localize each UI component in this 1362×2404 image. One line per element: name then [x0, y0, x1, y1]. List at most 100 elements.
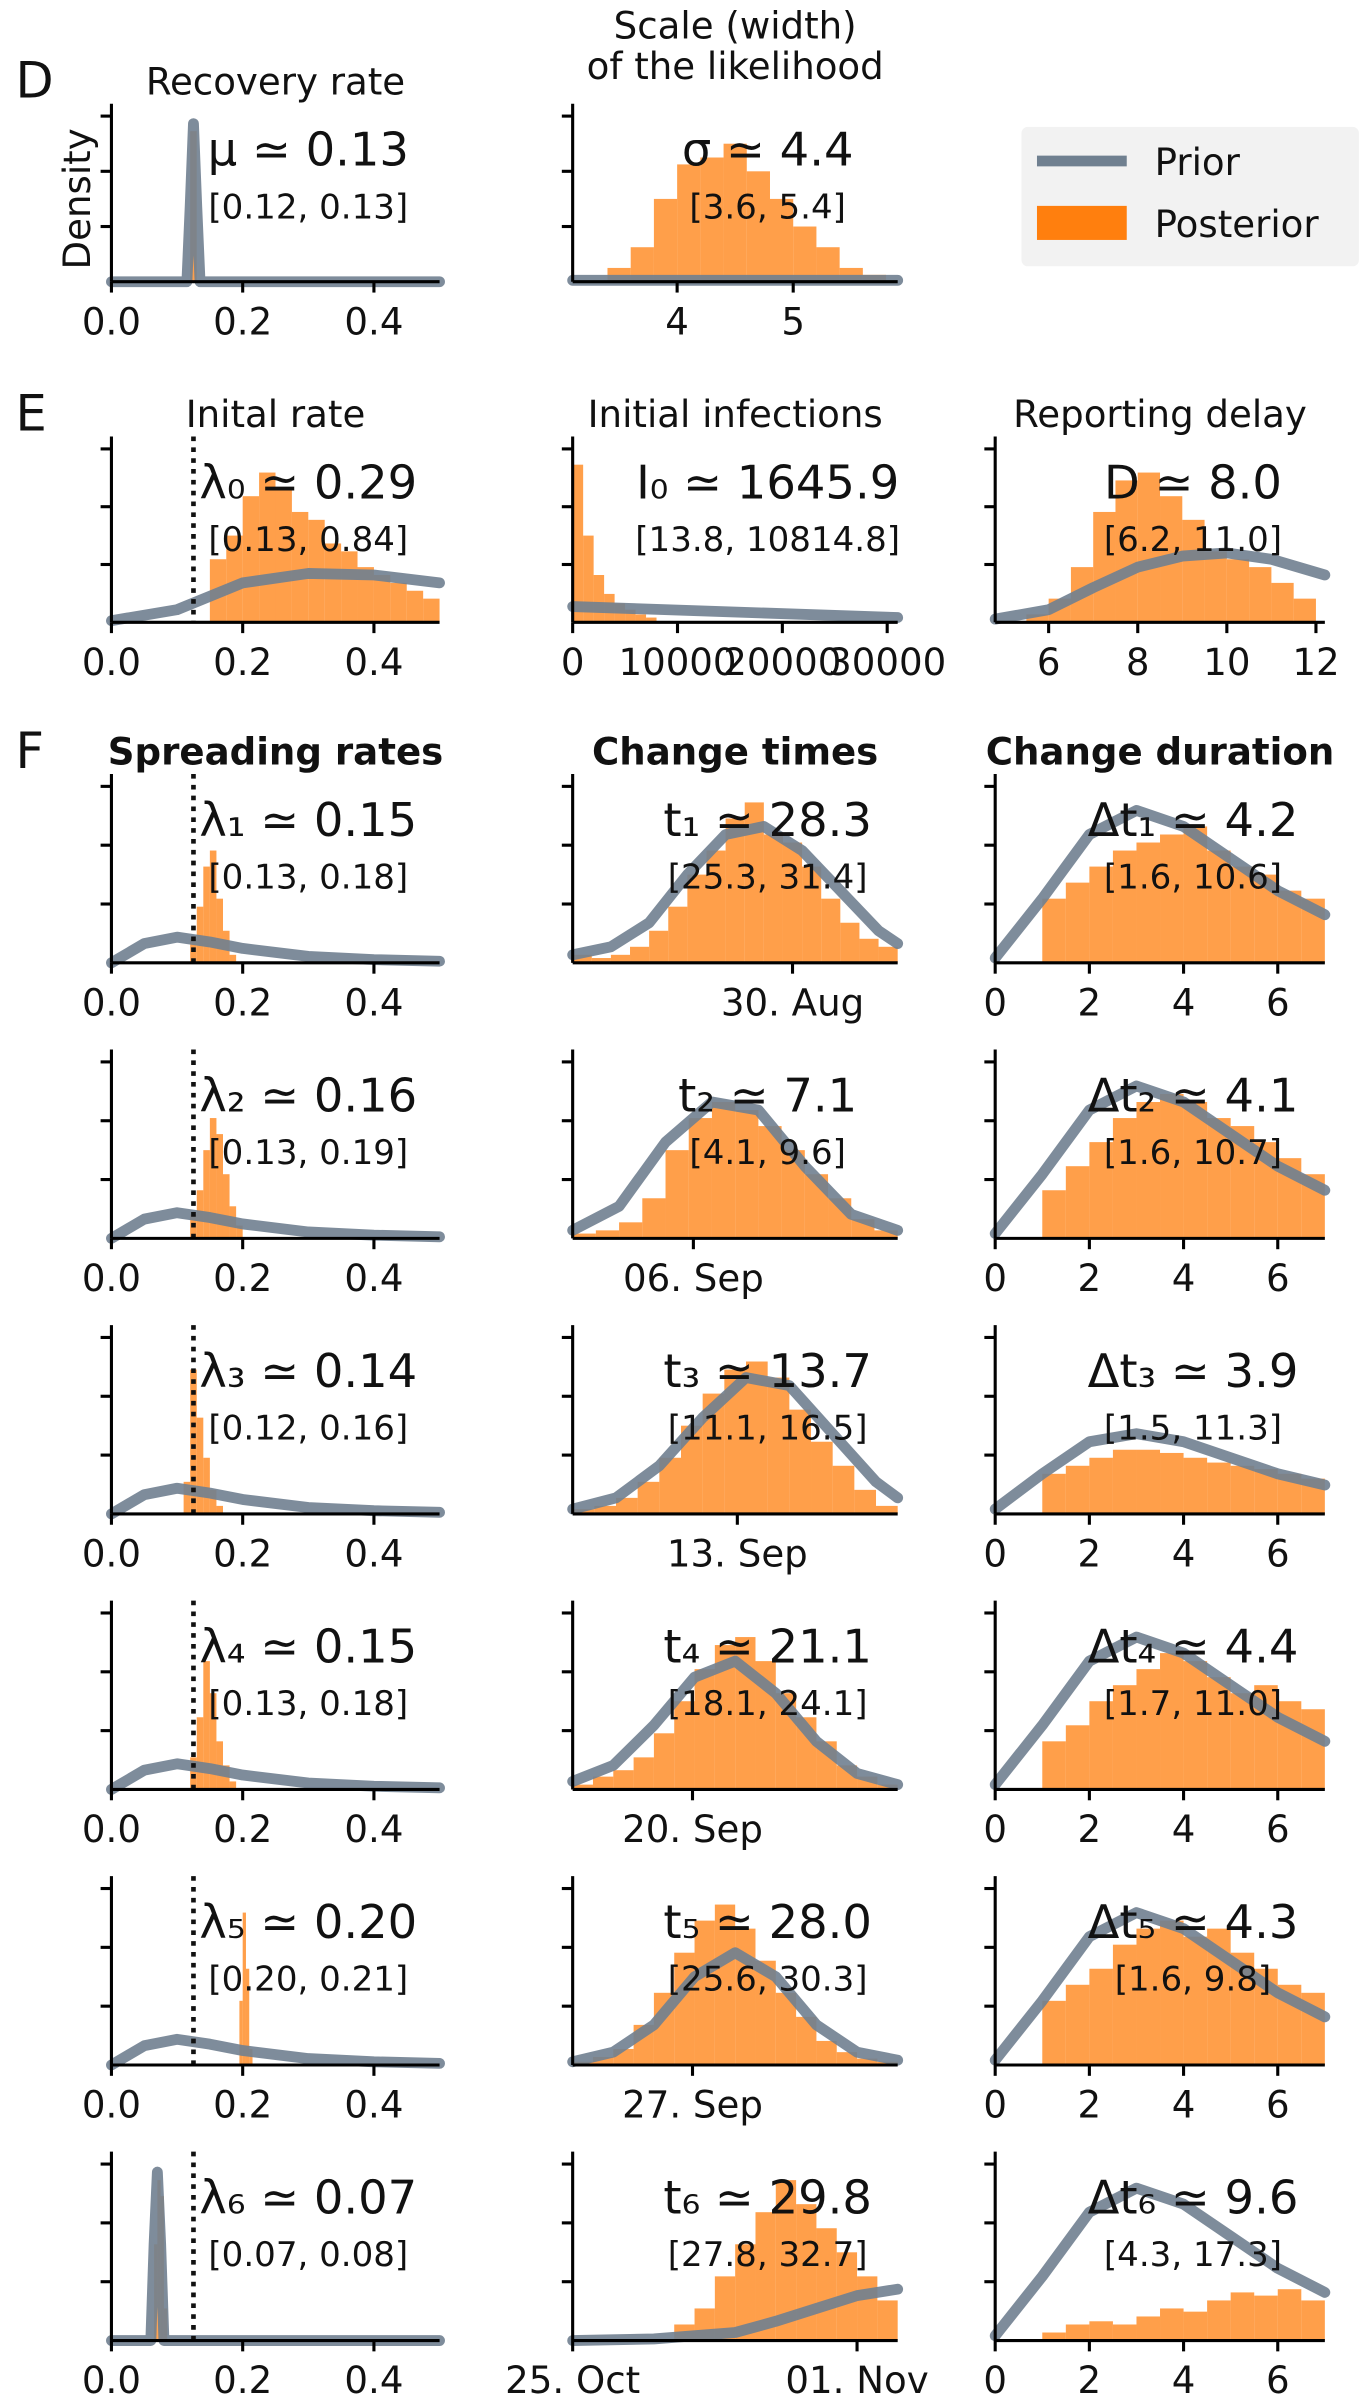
- posterior-bar: [406, 590, 424, 623]
- posterior-bar: [724, 1369, 747, 1514]
- x-tick-label: 27. Sep: [622, 2084, 763, 2127]
- credible-interval: [0.13, 0.18]: [208, 858, 408, 898]
- posterior-bar: [816, 2040, 837, 2065]
- x-tick-label: 6: [1266, 1808, 1290, 1851]
- prior-curve: [106, 2033, 445, 2071]
- credible-interval: [25.3, 31.4]: [668, 858, 868, 898]
- x-tick-label: 30000: [828, 641, 946, 684]
- prior-curve: [106, 1482, 445, 1520]
- estimate: t₃ ≃ 13.7: [663, 1344, 872, 1398]
- posterior-bar: [1207, 1462, 1231, 1514]
- posterior-bar: [1112, 1118, 1137, 1239]
- posterior-bar: [1230, 1693, 1255, 1790]
- x-tick-label: 2: [1078, 1808, 1102, 1851]
- x-tick-label: 0.2: [213, 2084, 272, 2127]
- credible-interval: [25.6, 30.3]: [668, 1960, 868, 2000]
- subplot-title: Reporting delay: [1013, 393, 1307, 436]
- posterior-bar: [572, 464, 584, 623]
- credible-interval: [4.3, 17.3]: [1104, 2235, 1282, 2275]
- posterior-bar: [1089, 2321, 1113, 2341]
- posterior-bar: [592, 1776, 614, 1790]
- posterior-bar: [572, 1233, 596, 1239]
- posterior-bar: [1230, 1952, 1255, 2065]
- posterior-bar: [687, 874, 707, 963]
- x-tick-label: 30. Aug: [721, 981, 864, 1024]
- posterior-bar: [572, 954, 592, 963]
- x-tick-label: 0.4: [344, 300, 403, 343]
- prior-curve: [989, 547, 1331, 625]
- prior-curve: [106, 931, 445, 969]
- posterior-bar: [1230, 1465, 1255, 1514]
- posterior-bar: [1065, 1984, 1090, 2065]
- posterior-bar: [341, 551, 358, 623]
- x-tick-label: 01. Nov: [785, 2359, 928, 2402]
- estimate: λ₅ ≃ 0.20: [199, 1895, 417, 1949]
- credible-interval: [1.6, 9.8]: [1115, 1960, 1272, 2000]
- posterior-bar: [723, 143, 747, 282]
- posterior-bar: [789, 1409, 812, 1514]
- x-tick-label: 0.0: [82, 300, 141, 343]
- posterior-bar: [649, 930, 669, 963]
- posterior-bar: [222, 1174, 230, 1239]
- estimate: Δt₃ ≃ 3.9: [1088, 1344, 1299, 1398]
- posterior-bar: [203, 1661, 210, 1790]
- credible-interval: [13.8, 10814.8]: [635, 520, 900, 560]
- estimate: λ₆ ≃ 0.07: [199, 2171, 417, 2225]
- posterior-bar: [706, 850, 726, 963]
- credible-interval: [0.12, 0.16]: [208, 1409, 408, 1449]
- posterior-bar: [423, 598, 440, 623]
- posterior-bar: [592, 2056, 614, 2065]
- posterior-bar: [700, 157, 724, 282]
- posterior-bar: [1301, 1709, 1325, 1790]
- x-tick-label: 4: [1172, 981, 1196, 1024]
- posterior-bar: [1136, 1449, 1161, 1514]
- legend-posterior-swatch: [1036, 205, 1127, 240]
- estimate: λ₃ ≃ 0.14: [199, 1344, 417, 1398]
- credible-interval: [0.20, 0.21]: [208, 1960, 408, 2000]
- prior-curve: [567, 821, 904, 961]
- posterior-bar: [226, 535, 243, 623]
- estimate: t₄ ≃ 21.1: [663, 1620, 872, 1674]
- posterior-bar: [203, 866, 210, 963]
- estimate: t₁ ≃ 28.3: [663, 793, 872, 847]
- legend-label: Posterior: [1155, 203, 1320, 246]
- estimate: λ₄ ≃ 0.15: [199, 1620, 417, 1674]
- posterior-bar: [1026, 614, 1049, 623]
- x-tick-label: 0.2: [213, 641, 272, 684]
- posterior-bar: [229, 1781, 237, 1790]
- posterior-bar: [877, 2300, 898, 2341]
- posterior-bar: [203, 1457, 210, 1514]
- posterior-bar: [1115, 480, 1138, 623]
- posterior-bar: [1182, 519, 1205, 623]
- posterior-bar: [874, 1230, 898, 1239]
- posterior-bar: [209, 850, 217, 963]
- credible-interval: [0.13, 0.18]: [208, 1684, 408, 1724]
- posterior-bar: [735, 1110, 759, 1239]
- prior-curve: [989, 1631, 1331, 1791]
- posterior-bar: [1160, 1093, 1184, 1239]
- posterior-bar: [1183, 1457, 1208, 1514]
- x-tick-label: 4: [1172, 1533, 1196, 1576]
- posterior-bar: [781, 1150, 805, 1239]
- x-tick-label: 2: [1078, 1533, 1102, 1576]
- x-tick-label: 0.2: [213, 1257, 272, 1300]
- prior-curve: [567, 1096, 904, 1236]
- posterior-bar: [1204, 551, 1227, 623]
- posterior-bar: [811, 1441, 833, 1514]
- estimate: μ ≃ 0.13: [208, 123, 409, 177]
- posterior-bar: [782, 842, 803, 963]
- posterior-bar: [857, 2276, 878, 2341]
- x-tick-label: 6: [1266, 981, 1290, 1024]
- x-tick-label: 20. Sep: [622, 1808, 763, 1851]
- posterior-bar: [1089, 1968, 1113, 2065]
- y-axis-label: Density: [56, 128, 99, 269]
- x-tick-label: 4: [1172, 2359, 1196, 2402]
- posterior-bar: [744, 802, 764, 963]
- posterior-bar: [714, 2276, 736, 2341]
- credible-interval: [27.8, 32.7]: [668, 2235, 868, 2275]
- posterior-bar: [1065, 882, 1090, 963]
- x-tick-label: 0: [983, 1257, 1007, 1300]
- posterior-bar: [1136, 842, 1161, 963]
- posterior-bar: [1136, 2316, 1161, 2341]
- prior-curve: [989, 1907, 1331, 2066]
